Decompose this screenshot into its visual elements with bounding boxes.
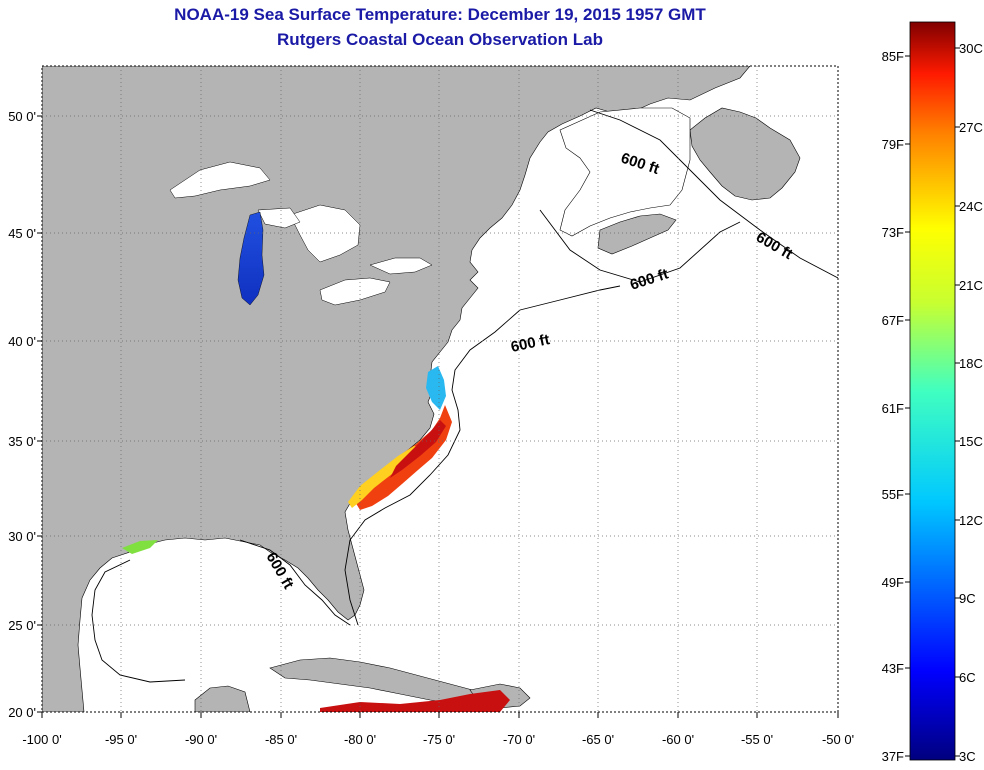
lat-tick-label: 35 0': [8, 434, 36, 449]
colorbar-c-label: 6C: [959, 670, 976, 685]
colorbar-c-label: 9C: [959, 591, 976, 606]
lon-tick-label: -85 0': [265, 732, 297, 747]
lat-tick-label: 50 0': [8, 109, 36, 124]
lon-tick-label: -60 0': [662, 732, 694, 747]
colorbar-f-label: 37F: [882, 749, 904, 764]
chesapeake-sst: [426, 366, 446, 410]
gulf-coast-sst: [122, 540, 158, 554]
nova-scotia-land: [597, 213, 677, 255]
colorbar: [909, 21, 956, 761]
lat-tick-label: 40 0': [8, 334, 36, 349]
lat-tick-label: 20 0': [8, 705, 36, 720]
colorbar-f-label: 61F: [882, 401, 904, 416]
lon-tick-label: -95 0': [105, 732, 137, 747]
great-lakes: [169, 161, 433, 306]
colorbar-f-label: 55F: [882, 487, 904, 502]
lon-tick-label: -80 0': [344, 732, 376, 747]
colorbar-f-label: 85F: [882, 49, 904, 64]
colorbar-c-label: 12C: [959, 513, 983, 528]
lat-tick-label: 25 0': [8, 618, 36, 633]
lat-tick-label: 45 0': [8, 226, 36, 241]
colorbar-c-label: 18C: [959, 356, 983, 371]
colorbar-c-label: 15C: [959, 434, 983, 449]
gulf-st-lawrence: [559, 107, 691, 237]
lon-tick-label: -50 0': [822, 732, 854, 747]
lon-tick-label: -65 0': [582, 732, 614, 747]
gulf-stream-core: [390, 420, 446, 478]
colorbar-fahrenheit-labels: 85F 79F 73F 67F 61F 55F 49F 43F 37F: [882, 49, 904, 764]
yucatan-land: [194, 685, 251, 712]
graticule: [42, 66, 838, 712]
colorbar-c-label: 30C: [959, 41, 983, 56]
colorbar-c-label: 24C: [959, 199, 983, 214]
lake-michigan-sst: [237, 211, 265, 306]
caribbean-sst: [320, 690, 510, 712]
latitude-labels: 50 0' 45 0' 40 0' 35 0' 30 0' 25 0' 20 0': [8, 109, 42, 720]
colorbar-ticks: [905, 47, 960, 757]
newfoundland-land: [689, 107, 801, 201]
map-subtitle: Rutgers Coastal Ocean Observation Lab: [277, 30, 603, 49]
colorbar-f-label: 79F: [882, 137, 904, 152]
lon-tick-label: -90 0': [185, 732, 217, 747]
longitude-labels: -100 0' -95 0' -90 0' -85 0' -80 0' -75 0' -70…: [22, 712, 854, 747]
lon-tick-label: -70 0': [503, 732, 535, 747]
map-frame: [41, 65, 839, 713]
colorbar-f-label: 67F: [882, 313, 904, 328]
colorbar-c-label: 3C: [959, 749, 976, 764]
lon-tick-label: -55 0': [741, 732, 773, 747]
colorbar-c-label: 21C: [959, 278, 983, 293]
lat-tick-label: 30 0': [8, 529, 36, 544]
lon-tick-label: -100 0': [22, 732, 61, 747]
isobath-600ft: [91, 109, 838, 683]
colorbar-f-label: 73F: [882, 225, 904, 240]
colorbar-f-label: 43F: [882, 661, 904, 676]
lon-tick-label: -75 0': [423, 732, 455, 747]
map-area: [42, 66, 838, 712]
colorbar-celsius-labels: 30C 27C 24C 21C 18C 15C 12C 9C 6C 3C: [959, 41, 983, 764]
colorbar-c-label: 27C: [959, 120, 983, 135]
map-title: NOAA-19 Sea Surface Temperature: Decembe…: [174, 5, 706, 24]
colorbar-f-label: 49F: [882, 575, 904, 590]
